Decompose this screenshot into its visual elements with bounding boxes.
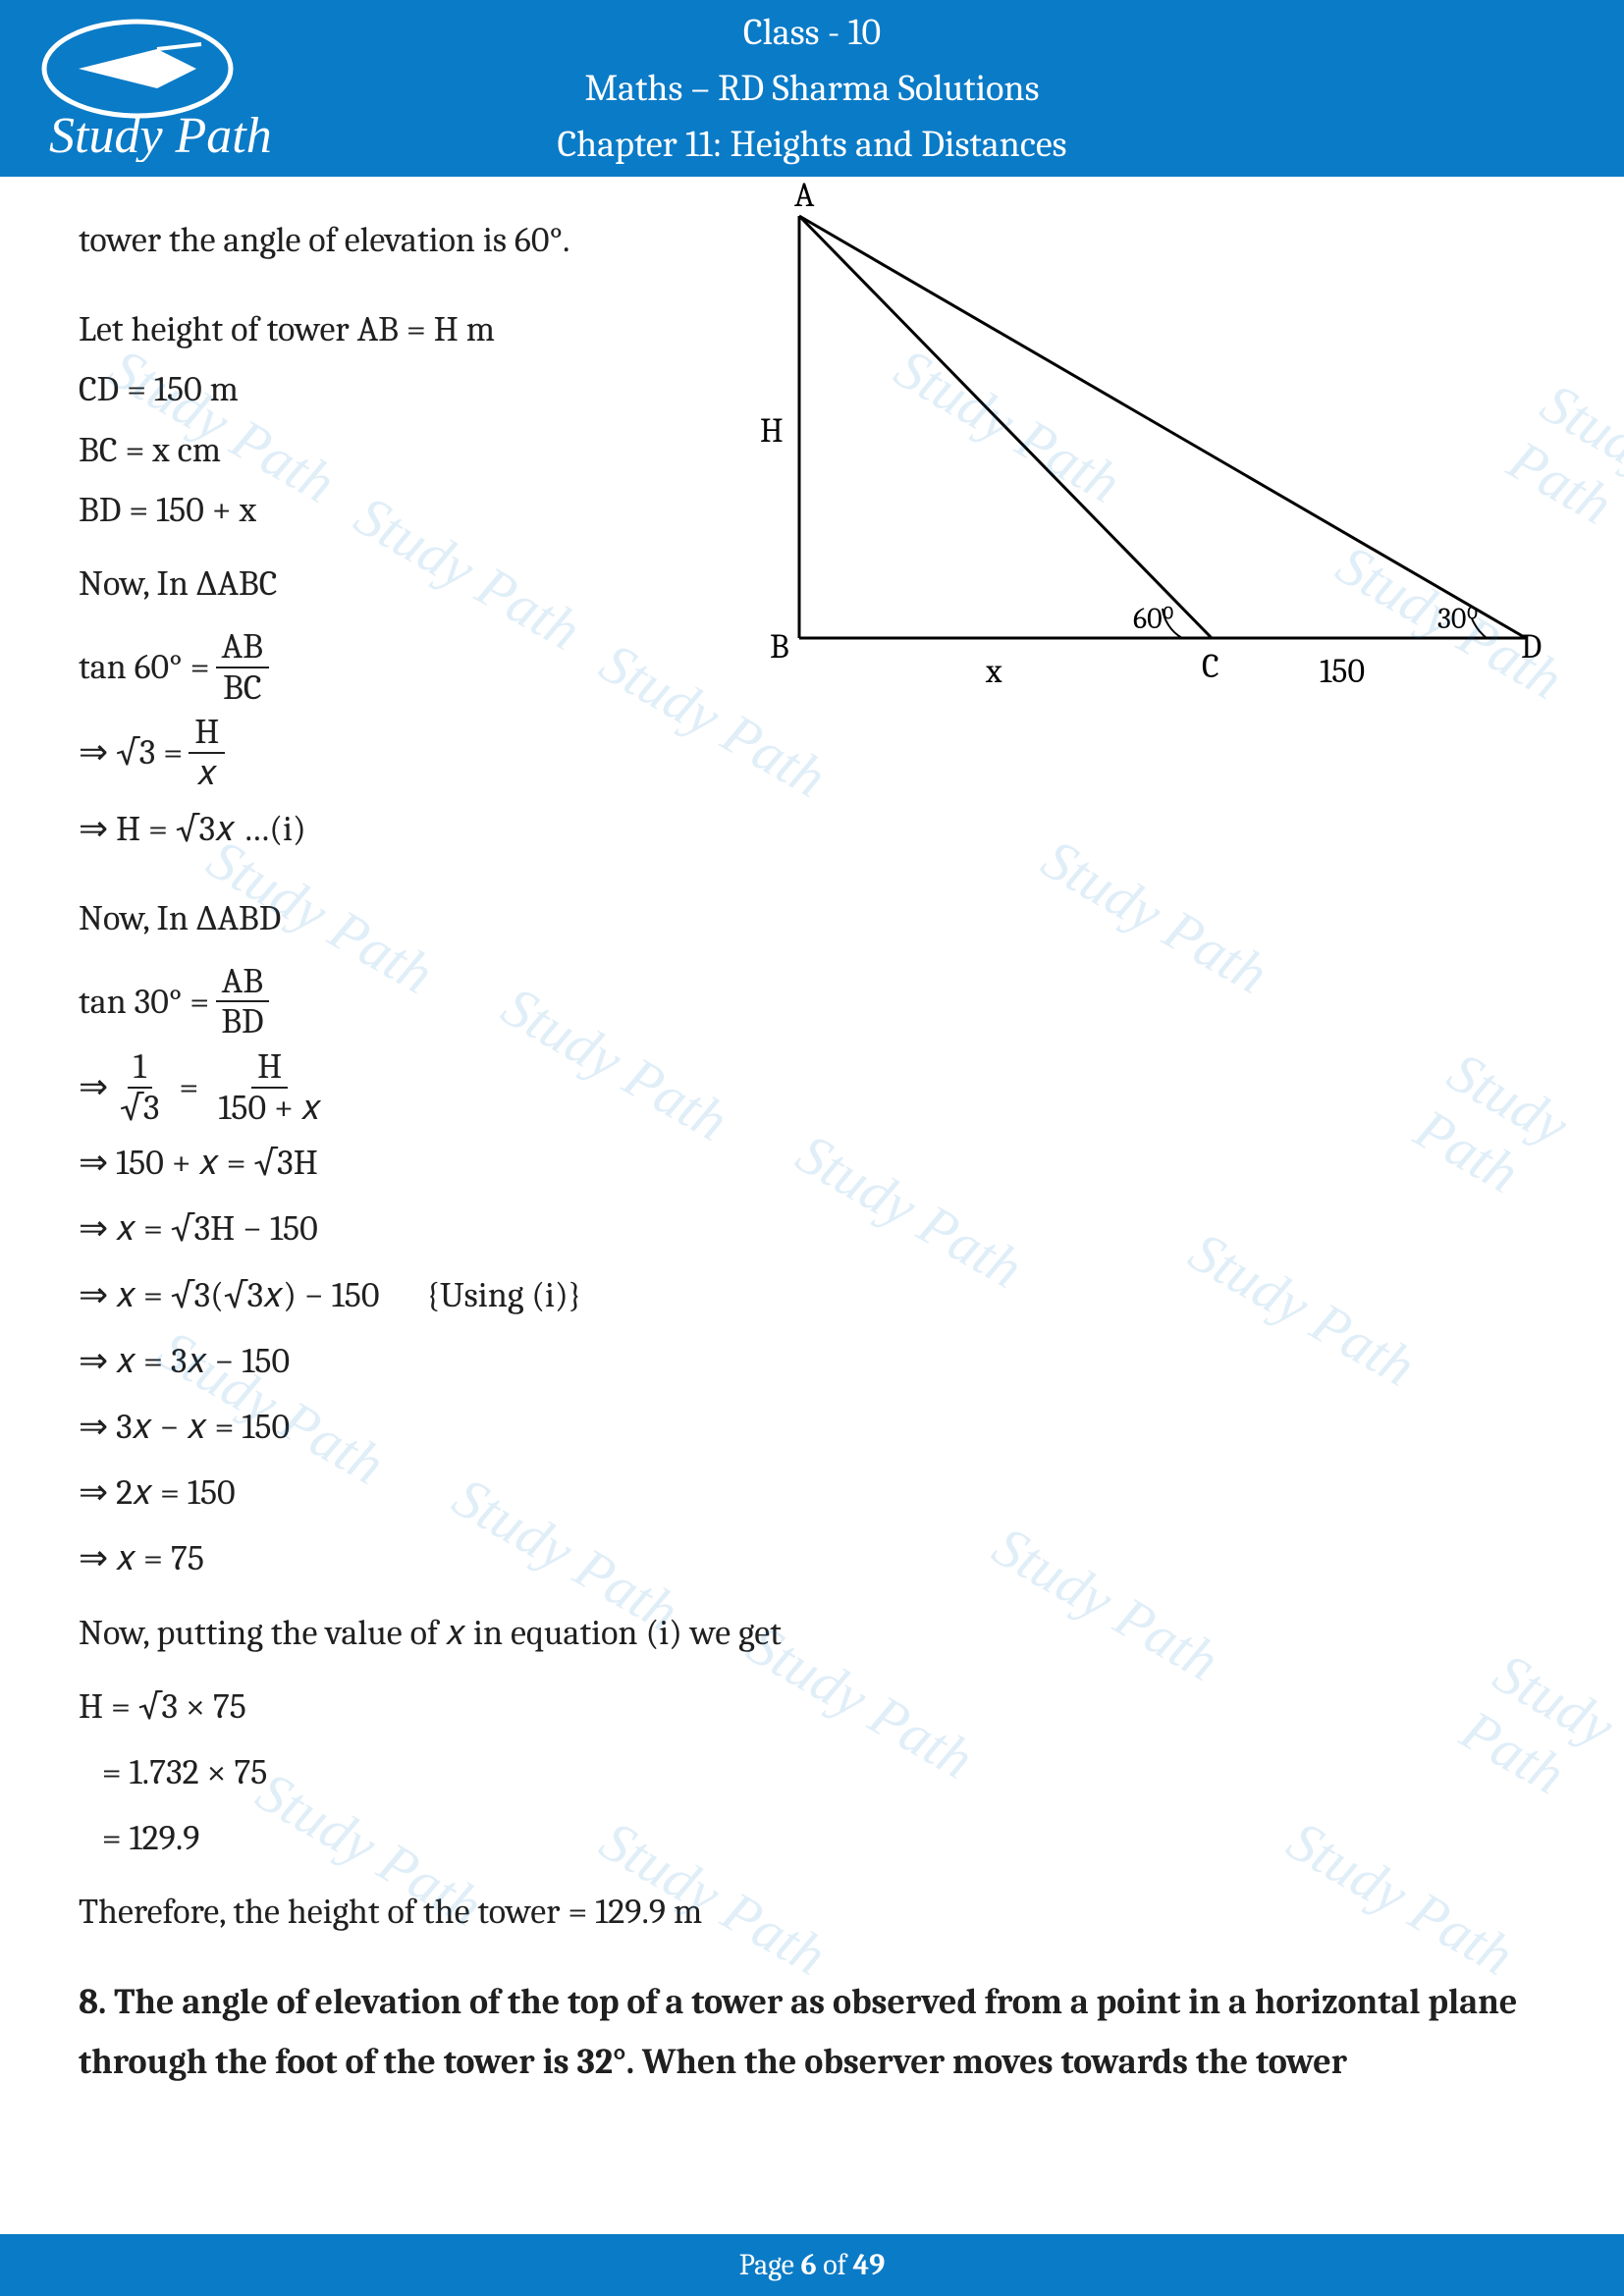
svg-text:B: B [770,627,789,667]
h2: = 1.732 × 75 [79,1742,1545,1802]
footer-prefix: Page [739,2248,801,2282]
question-8: 8. The angle of elevation of the top of … [79,1972,1545,2092]
therefore-line: Therefore, the height of the tower = 129… [79,1882,1545,1942]
footer-page: 6 [801,2248,817,2282]
svg-text:x: x [985,652,1002,691]
tan30-lhs: tan 30° = [79,972,209,1032]
tan30-eq: tan 30° = AB BD [79,962,1545,1041]
imp3-rfrac: H 150 + 𝑥 [212,1047,327,1127]
imp6: ⇒ 𝑥 = √3(√3𝑥) − 150 {Using (i)} [79,1265,1545,1325]
imp9: ⇒ 2𝑥 = 150 [79,1463,1545,1522]
tan60-frac: AB BC [216,627,269,707]
svg-text:H: H [760,411,784,451]
logo: Study Path [29,15,285,166]
h1: H = √3 × 75 [79,1677,1545,1736]
putting-line: Now, putting the value of 𝑥 in equation … [79,1603,1545,1663]
svg-text:C: C [1202,647,1219,686]
h3: = 129.9 [79,1808,1545,1868]
page-content: A B C D H x 150 60⁰ 30⁰ tower the angle … [0,177,1624,2092]
page-header: Study Path Class - 10 Maths – RD Sharma … [0,0,1624,177]
now-abd: Now, In ∆ABD [79,888,1545,948]
imp10: ⇒ 𝑥 = 75 [79,1528,1545,1588]
footer-total: 49 [853,2248,886,2282]
svg-text:A: A [794,177,815,215]
imp5: ⇒ 𝑥 = √3H − 150 [79,1199,1545,1258]
imp2: ⇒ H = √3𝑥 …(i) [79,799,1545,859]
imp4: ⇒ 150 + 𝑥 = √3H [79,1133,1545,1193]
triangle-diagram: A B C D H x 150 60⁰ 30⁰ [740,177,1545,745]
imp3-lfrac: 1 √3 [114,1047,165,1127]
imp1-frac: H 𝑥 [189,713,225,792]
svg-text:60⁰: 60⁰ [1133,602,1174,636]
svg-text:150: 150 [1320,652,1365,691]
tan30-frac: AB BD [215,962,269,1041]
imp3: ⇒ 1 √3 = H 150 + 𝑥 [79,1047,1545,1127]
imp8: ⇒ 3𝑥 − 𝑥 = 150 [79,1397,1545,1457]
imp7: ⇒ 𝑥 = 3𝑥 − 150 [79,1331,1545,1391]
footer-mid: of [817,2248,853,2282]
logo-text: Study Path [49,108,272,162]
tan60-lhs: tan 60° = [79,637,210,697]
page-footer: Page 6 of 49 [0,2234,1624,2296]
svg-text:D: D [1521,627,1542,667]
